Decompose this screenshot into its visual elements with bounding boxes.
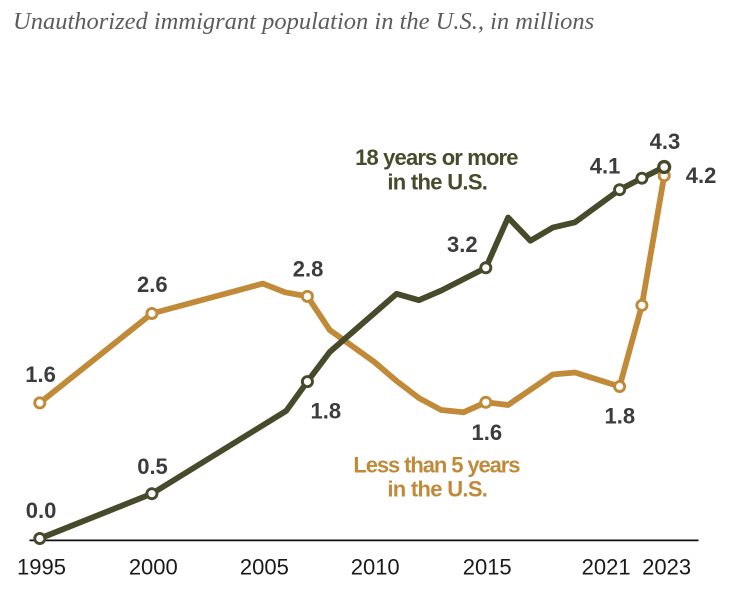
svg-text:1.6: 1.6	[25, 362, 56, 387]
svg-text:4.2: 4.2	[686, 163, 717, 188]
svg-text:4.3: 4.3	[650, 129, 681, 154]
svg-text:4.1: 4.1	[590, 154, 621, 179]
svg-text:in the U.S.: in the U.S.	[387, 477, 487, 502]
svg-text:2.6: 2.6	[137, 272, 168, 297]
svg-text:1.6: 1.6	[472, 420, 503, 445]
svg-text:Less than 5 years: Less than 5 years	[353, 452, 520, 477]
svg-text:2000: 2000	[129, 555, 178, 580]
svg-text:2010: 2010	[351, 555, 400, 580]
svg-text:1.8: 1.8	[605, 404, 636, 429]
svg-text:in the U.S.: in the U.S.	[387, 169, 487, 194]
svg-text:0.5: 0.5	[137, 454, 168, 479]
svg-text:2.8: 2.8	[293, 257, 324, 282]
svg-text:18 years or more: 18 years or more	[355, 145, 518, 170]
svg-text:3.2: 3.2	[447, 232, 478, 257]
svg-text:1995: 1995	[17, 555, 66, 580]
svg-text:2005: 2005	[240, 555, 289, 580]
svg-text:2023: 2023	[642, 555, 691, 580]
svg-text:2021: 2021	[582, 555, 631, 580]
svg-text:Unauthorized immigrant populat: Unauthorized immigrant population in the…	[13, 8, 594, 35]
svg-text:1.8: 1.8	[311, 399, 342, 424]
svg-text:0.0: 0.0	[26, 498, 57, 523]
svg-text:2015: 2015	[463, 555, 512, 580]
